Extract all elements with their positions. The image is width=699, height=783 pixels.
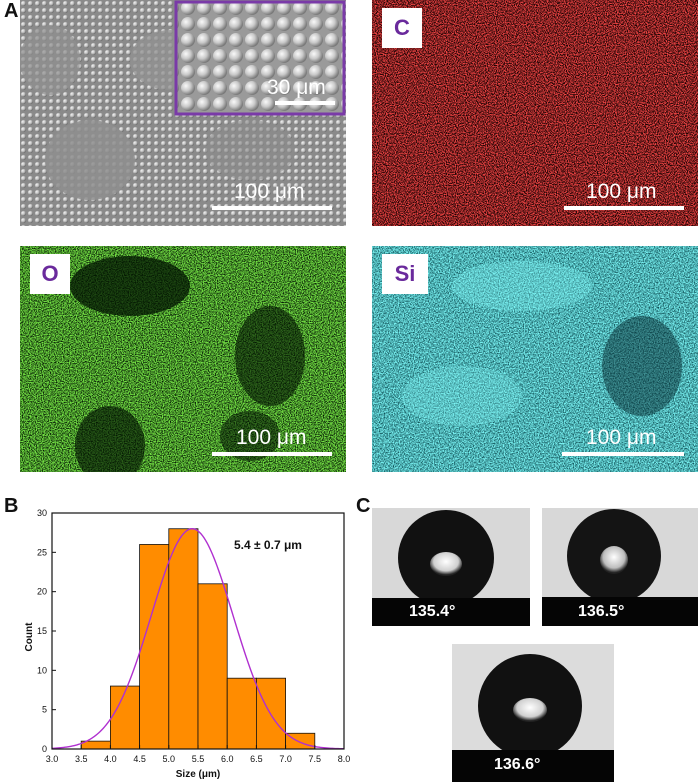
- x-tick-label-0: 3.0: [46, 754, 59, 764]
- droplet-3: [452, 644, 614, 782]
- x-tick-label-6: 6.0: [221, 754, 234, 764]
- element-label-si: Si: [382, 254, 428, 294]
- contact-angle-1: 135.4°: [409, 603, 456, 620]
- droplet-photo-3: 136.6°: [452, 644, 614, 782]
- panel-label-b: B: [4, 495, 19, 517]
- eds-texture-si: [372, 246, 698, 472]
- y-tick-label-6: 30: [37, 508, 47, 518]
- eds-c-scale-label: 100 μm: [586, 180, 657, 203]
- histogram-bar-1: [110, 685, 141, 750]
- y-tick-label-2: 10: [37, 665, 47, 675]
- x-tick-label-4: 5.0: [163, 754, 176, 764]
- eds-si-scale-label: 100 μm: [586, 426, 657, 449]
- y-tick-label-4: 20: [37, 587, 47, 597]
- y-tick-label-1: 5: [42, 705, 47, 715]
- inset-scale-bar: [275, 101, 335, 105]
- size-histogram: 3.0 3.5 4.0 4.5 5.0 5.5 6.0 6.5 7.0 7.5 8.0 0 5 10 15 2…: [24, 508, 351, 780]
- panel-label-a: A: [4, 0, 19, 22]
- sem-image: 30 μm 100 μm: [20, 0, 346, 226]
- histogram-bar-3: [168, 528, 199, 750]
- x-tick-label-10: 8.0: [338, 754, 351, 764]
- droplet-1: [372, 508, 530, 626]
- x-tick-label-1: 3.5: [75, 754, 88, 764]
- eds-c-scale-bar: [564, 206, 684, 210]
- droplet-photo-2: 136.5°: [542, 508, 698, 626]
- contact-angle-2: 136.5°: [578, 603, 625, 620]
- element-label-c: C: [382, 8, 422, 48]
- y-tick-label-0: 0: [42, 744, 47, 754]
- y-tick-label-5: 25: [37, 547, 47, 557]
- gaussian-fit-curve: [51, 528, 345, 750]
- eds-o-scale-label: 100 μm: [236, 426, 307, 449]
- x-tick-label-8: 7.0: [279, 754, 292, 764]
- x-tick-label-9: 7.5: [309, 754, 322, 764]
- sem-scale-label: 100 μm: [234, 180, 305, 203]
- histogram-bar-2: [139, 544, 170, 750]
- eds-map-si: Si 100 μm: [372, 246, 698, 472]
- x-tick-label-2: 4.0: [104, 754, 117, 764]
- eds-texture-c: [372, 0, 698, 226]
- contact-angle-3: 136.6°: [494, 756, 541, 773]
- x-tick-label-3: 4.5: [133, 754, 146, 764]
- y-axis-label: Count: [24, 622, 35, 652]
- mean-size-annotation: 5.4 ± 0.7 μm: [234, 538, 302, 552]
- element-label-o: O: [30, 254, 70, 294]
- eds-o-scale-bar: [212, 452, 332, 456]
- sem-scale-bar: [212, 206, 332, 210]
- eds-map-o: O 100 μm: [20, 246, 346, 472]
- eds-si-scale-bar: [562, 452, 684, 456]
- droplet-photo-1: 135.4°: [372, 508, 530, 626]
- panel-label-c: C: [356, 495, 371, 517]
- droplet-2: [542, 508, 698, 626]
- eds-map-c: C 100 μm: [372, 0, 698, 226]
- inset-scale-label: 30 μm: [267, 76, 326, 99]
- x-tick-label-5: 5.5: [192, 754, 205, 764]
- histogram-bar-4: [197, 583, 228, 750]
- eds-texture-o: [20, 246, 346, 472]
- x-axis-label: Size (μm): [176, 769, 220, 780]
- histogram-bar-5: [226, 677, 257, 750]
- y-tick-label-3: 15: [37, 626, 47, 636]
- x-tick-label-7: 6.5: [250, 754, 263, 764]
- sem-texture: [20, 0, 346, 226]
